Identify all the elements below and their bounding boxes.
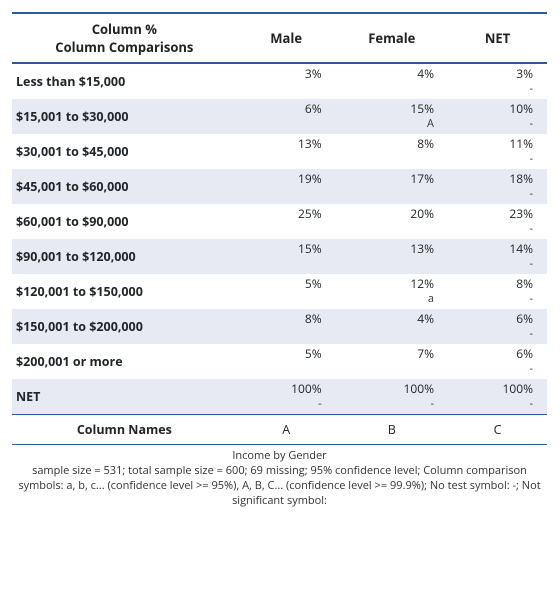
row-label: $120,001 to $150,000 [12, 274, 237, 309]
table-row: $15,001 to $30,0006% 15%A10%- [12, 99, 547, 134]
cell-value: 20% [336, 204, 448, 239]
column-names-row: Column NamesABC [12, 415, 547, 445]
row-label: $150,001 to $200,000 [12, 309, 237, 344]
header-rowlabel: Column % Column Comparisons [12, 13, 237, 63]
net-row-label: NET [12, 379, 237, 415]
column-names-label: Column Names [12, 415, 237, 445]
cell-value: 25% [237, 204, 336, 239]
cell-value: 100%- [336, 379, 448, 415]
row-label: $15,001 to $30,000 [12, 99, 237, 134]
cell-value: 19% [237, 169, 336, 204]
crosstab-table: Column % Column Comparisons Male Female … [12, 12, 547, 445]
row-label: $45,001 to $60,000 [12, 169, 237, 204]
cell-value: 23%- [448, 204, 547, 239]
row-label: $60,001 to $90,000 [12, 204, 237, 239]
column-name-cell: C [448, 415, 547, 445]
cell-value: 4% [336, 309, 448, 344]
cell-value: 10%- [448, 99, 547, 134]
cell-value: 18%- [448, 169, 547, 204]
cell-value: 8% [237, 309, 336, 344]
table-footer: Income by Gender sample size = 531; tota… [12, 445, 547, 508]
cell-value: 3% [237, 63, 336, 99]
net-row: NET100%-100%-100%- [12, 379, 547, 415]
cell-value: 12%a [336, 274, 448, 309]
column-name-cell: A [237, 415, 336, 445]
cell-value: 8% [336, 134, 448, 169]
cell-value: 13% [336, 239, 448, 274]
cell-value: 15% [237, 239, 336, 274]
cell-value: 5% [237, 274, 336, 309]
cell-value: 100%- [448, 379, 547, 415]
header-col-net: NET [448, 13, 547, 63]
table-row: $60,001 to $90,00025% 20% 23%- [12, 204, 547, 239]
cell-value: 8%- [448, 274, 547, 309]
header-col-female: Female [336, 13, 448, 63]
column-name-cell: B [336, 415, 448, 445]
cell-value: 6% [237, 99, 336, 134]
row-label: $30,001 to $45,000 [12, 134, 237, 169]
table-row: $30,001 to $45,00013% 8% 11%- [12, 134, 547, 169]
header-row: Column % Column Comparisons Male Female … [12, 13, 547, 63]
table-row: $150,001 to $200,0008% 4% 6%- [12, 309, 547, 344]
cell-value: 11%- [448, 134, 547, 169]
cell-value: 6%- [448, 344, 547, 379]
cell-value: 15%A [336, 99, 448, 134]
table-row: $200,001 or more5% 7% 6%- [12, 344, 547, 379]
cell-value: 17% [336, 169, 448, 204]
table-row: $90,001 to $120,00015% 13% 14%- [12, 239, 547, 274]
table-row: Less than $15,0003% 4% 3%- [12, 63, 547, 99]
header-line1: Column % [92, 20, 157, 38]
cell-value: 4% [336, 63, 448, 99]
header-line2: Column Comparisons [55, 38, 193, 56]
cell-value: 100%- [237, 379, 336, 415]
cell-value: 14%- [448, 239, 547, 274]
table-row: $120,001 to $150,0005% 12%a8%- [12, 274, 547, 309]
header-col-male: Male [237, 13, 336, 63]
cell-value: 13% [237, 134, 336, 169]
row-label: $90,001 to $120,000 [12, 239, 237, 274]
cell-value: 7% [336, 344, 448, 379]
cell-value: 3%- [448, 63, 547, 99]
row-label: $200,001 or more [12, 344, 237, 379]
cell-value: 6%- [448, 309, 547, 344]
cell-value: 5% [237, 344, 336, 379]
footer-title: Income by Gender [18, 449, 541, 464]
row-label: Less than $15,000 [12, 63, 237, 99]
footer-note: sample size = 531; total sample size = 6… [18, 463, 540, 508]
table-row: $45,001 to $60,00019% 17% 18%- [12, 169, 547, 204]
